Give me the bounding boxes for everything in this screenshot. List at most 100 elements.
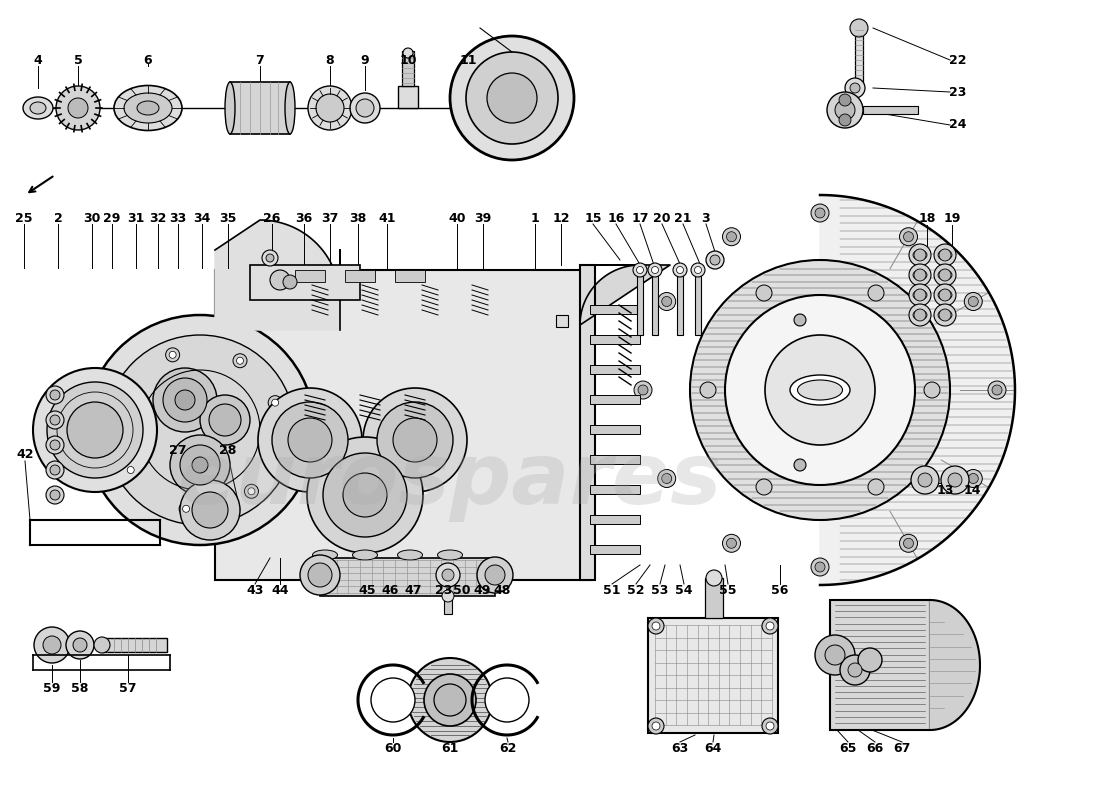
Bar [800,316,865,324]
Text: 41: 41 [378,211,396,225]
Text: 60: 60 [384,742,402,754]
Polygon shape [820,195,1015,585]
Bar [800,391,865,399]
Text: 63: 63 [671,742,689,754]
Circle shape [403,48,412,58]
Circle shape [725,295,915,485]
Circle shape [756,479,772,495]
Text: 36: 36 [296,211,312,225]
Circle shape [323,453,407,537]
Circle shape [175,390,195,410]
Text: 10: 10 [399,54,417,66]
Circle shape [726,232,737,242]
Text: 8: 8 [326,54,334,66]
Text: 38: 38 [350,211,366,225]
Text: 48: 48 [493,583,510,597]
Ellipse shape [790,375,850,405]
Circle shape [123,463,138,477]
Circle shape [300,555,340,595]
Circle shape [66,631,94,659]
Bar [590,545,640,554]
Circle shape [868,285,884,301]
Circle shape [50,465,60,475]
Text: 18: 18 [918,211,936,225]
Bar [864,106,918,114]
Text: 52: 52 [627,583,645,597]
Circle shape [858,648,882,672]
Circle shape [939,289,952,301]
Circle shape [726,538,737,548]
Circle shape [766,622,774,630]
Ellipse shape [938,270,952,280]
Ellipse shape [938,310,952,320]
Circle shape [690,260,950,520]
Circle shape [268,396,283,410]
Circle shape [248,488,255,494]
Ellipse shape [350,93,380,123]
Circle shape [272,437,286,451]
Circle shape [992,385,1002,395]
Text: 59: 59 [43,682,60,694]
Bar [444,596,452,614]
Circle shape [466,52,558,144]
Circle shape [850,83,860,93]
Circle shape [393,418,437,462]
Text: eurospares: eurospares [178,438,723,522]
Circle shape [934,244,956,266]
Bar [637,270,644,335]
Circle shape [811,204,829,222]
Circle shape [934,264,956,286]
Circle shape [764,335,875,445]
Circle shape [940,466,969,494]
Circle shape [363,388,468,492]
Circle shape [911,466,939,494]
Circle shape [236,358,243,364]
Text: 62: 62 [499,742,517,754]
Circle shape [903,538,913,548]
Circle shape [762,618,778,634]
Circle shape [868,479,884,495]
Bar [345,270,375,282]
Circle shape [632,263,647,277]
Circle shape [244,484,258,498]
Text: 40: 40 [449,211,465,225]
Circle shape [118,396,132,410]
Circle shape [638,385,648,395]
Circle shape [662,474,672,483]
Circle shape [56,86,100,130]
Bar [590,515,640,524]
Circle shape [988,381,1007,399]
Text: 55: 55 [719,583,737,597]
Bar [800,351,865,359]
Text: 7: 7 [255,54,264,66]
Ellipse shape [798,380,843,400]
Bar [830,600,930,730]
Ellipse shape [356,99,374,117]
Circle shape [794,314,806,326]
Circle shape [700,382,716,398]
Text: 21: 21 [674,211,692,225]
Circle shape [673,263,688,277]
Circle shape [477,557,513,593]
Circle shape [46,461,64,479]
Bar [398,86,418,108]
Bar [402,51,414,86]
Circle shape [450,36,574,160]
Text: 16: 16 [607,211,625,225]
Text: 26: 26 [263,211,280,225]
Circle shape [651,266,659,274]
Ellipse shape [352,550,377,560]
Circle shape [50,390,60,400]
Circle shape [756,285,772,301]
Text: 39: 39 [474,211,492,225]
Circle shape [965,293,982,310]
Text: 17: 17 [631,211,649,225]
Ellipse shape [913,270,927,280]
Circle shape [914,289,926,301]
Text: 47: 47 [405,583,421,597]
Bar [648,618,778,733]
Text: 28: 28 [219,443,236,457]
Text: 24: 24 [949,118,967,131]
Circle shape [914,269,926,281]
Circle shape [50,490,60,500]
